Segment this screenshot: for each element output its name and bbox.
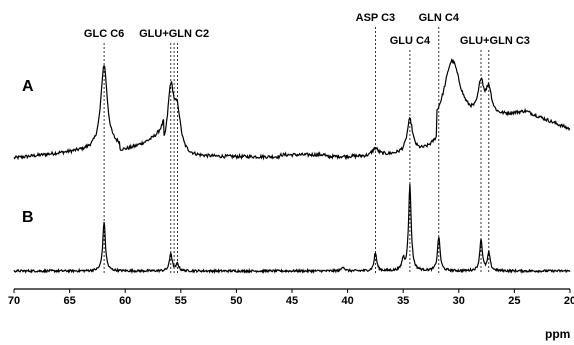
x-tick-label: 40 bbox=[341, 295, 353, 307]
x-tick-label: 50 bbox=[230, 295, 242, 307]
x-tick-label: 45 bbox=[286, 295, 298, 307]
peak-label: GLN C4 bbox=[419, 12, 460, 24]
x-tick-label: 60 bbox=[119, 295, 131, 307]
x-tick-label: 70 bbox=[8, 295, 20, 307]
peak-label: GLU+GLN C3 bbox=[460, 35, 530, 47]
peak-label: ASP C3 bbox=[356, 12, 396, 24]
reference-lines bbox=[103, 27, 490, 273]
x-tick-label: 20 bbox=[564, 295, 574, 307]
spectrum-a bbox=[13, 57, 571, 161]
peak-label: GLC C6 bbox=[84, 28, 124, 40]
panel-label: B bbox=[22, 209, 34, 226]
spectrum-b-line bbox=[13, 183, 571, 275]
x-tick-label: 55 bbox=[175, 295, 187, 307]
spectrum-a-line bbox=[13, 57, 571, 161]
panel-labels: AB bbox=[22, 78, 34, 226]
x-axis-label: ppm bbox=[545, 327, 570, 341]
x-tick-label: 25 bbox=[508, 295, 520, 307]
peak-labels: GLC C6 GLU+GLN C2 ASP C3 GLU C4 GLN C4GLU+GL… bbox=[84, 12, 530, 47]
peak-label: GLU C4 bbox=[390, 35, 431, 47]
x-tick-label: 30 bbox=[453, 295, 465, 307]
spectrum-b bbox=[13, 183, 571, 275]
panel-label: A bbox=[22, 78, 34, 95]
x-axis: 70 65 60 55 50 45 40 35 30 25 20 bbox=[8, 288, 574, 307]
x-tick-label: 65 bbox=[63, 295, 75, 307]
x-tick-label: 35 bbox=[397, 295, 409, 307]
peak-label: GLU+GLN C2 bbox=[139, 28, 209, 40]
